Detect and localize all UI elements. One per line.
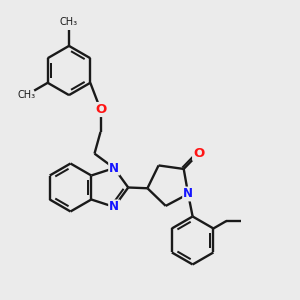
Text: CH₃: CH₃ — [18, 90, 36, 100]
Text: O: O — [193, 147, 204, 160]
Text: N: N — [109, 200, 119, 213]
Text: O: O — [95, 103, 106, 116]
Text: N: N — [183, 188, 193, 200]
Text: N: N — [109, 162, 119, 175]
Text: CH₃: CH₃ — [60, 17, 78, 27]
